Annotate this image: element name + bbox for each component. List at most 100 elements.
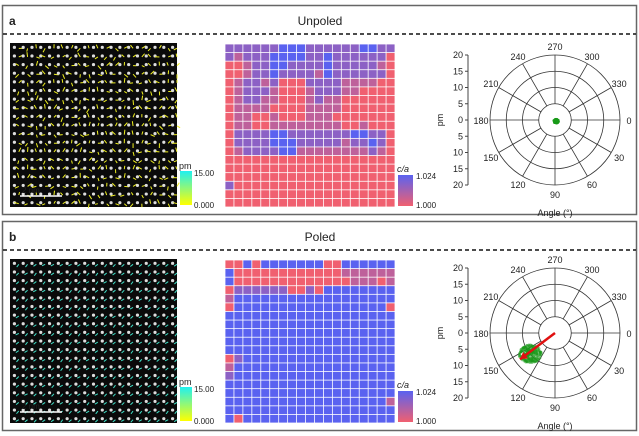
heatmap-cell: [386, 147, 395, 156]
atom-column: [109, 132, 113, 136]
polarization-vector: [164, 419, 169, 422]
heatmap-cell: [234, 286, 243, 294]
heatmap-cell: [332, 52, 341, 61]
polarization-vector: [104, 289, 108, 294]
heatmap-cell: [332, 380, 341, 389]
atom-column: [83, 157, 87, 162]
polarization-vector: [158, 44, 162, 49]
atom-column: [162, 304, 166, 309]
heatmap-cell: [279, 147, 288, 156]
heatmap-cell: [234, 337, 243, 346]
atom-column: [162, 80, 166, 84]
polarization-vector: [50, 122, 55, 127]
atom-column: [144, 330, 148, 334]
atom-column: [153, 123, 157, 127]
atom-column: [171, 97, 175, 101]
polarization-vector: [132, 73, 137, 78]
polarization-vector: [167, 48, 171, 52]
heatmap-cell: [225, 363, 234, 372]
atom-column: [127, 80, 131, 84]
atom-column: [100, 123, 104, 127]
atom-column: [144, 62, 148, 67]
heatmap-cell: [386, 121, 395, 130]
polarization-vector: [50, 315, 55, 319]
heatmap-cell: [252, 354, 261, 363]
polarization-vector: [156, 376, 160, 380]
atom-column: [39, 183, 43, 188]
heatmap-cell: [270, 121, 279, 130]
heatmap-cell: [332, 286, 341, 294]
atom-column: [144, 45, 148, 49]
polarization-vector: [156, 289, 160, 293]
atom-column: [74, 270, 78, 274]
polarization-vector: [42, 281, 46, 285]
polarization-vector: [49, 158, 55, 161]
heatmap-cell: [323, 87, 332, 96]
polarization-vector: [147, 333, 151, 337]
atom-column: [21, 80, 25, 84]
polarization-vector: [112, 281, 116, 285]
heatmap-cell: [296, 294, 306, 303]
heatmap-cell: [261, 78, 270, 87]
polarization-vector: [130, 44, 134, 49]
atom-column: [12, 62, 16, 67]
atom-column: [100, 157, 104, 162]
polarization-vector: [51, 384, 55, 389]
heatmap-cell: [296, 52, 306, 61]
atom-column: [171, 399, 175, 404]
atom-column: [109, 175, 113, 179]
atom-column: [30, 192, 34, 196]
polarization-vector: [60, 44, 64, 49]
atom-column: [83, 278, 87, 283]
atom-column: [83, 330, 87, 334]
atom-column: [74, 278, 78, 283]
heatmap-cell: [225, 260, 234, 269]
atom-column: [83, 192, 87, 196]
heatmap-cell: [243, 61, 252, 70]
atom-column: [162, 45, 166, 49]
atom-column: [100, 140, 104, 144]
polarization-vector: [88, 140, 91, 144]
atom-column: [74, 192, 78, 196]
atom-column: [21, 313, 25, 317]
atom-column: [171, 408, 175, 412]
atom-column: [127, 348, 131, 352]
atom-column: [30, 157, 34, 162]
angle-tick-label: 90: [550, 403, 560, 413]
polarization-vector: [94, 289, 99, 293]
polarization-vector: [138, 272, 143, 276]
atom-column: [39, 140, 43, 144]
atom-column: [109, 296, 113, 300]
polarization-vector: [86, 272, 90, 276]
polar-spoke: [562, 276, 588, 320]
atom-column: [12, 348, 16, 352]
heatmap-cell: [225, 277, 234, 286]
atom-column: [83, 123, 87, 127]
radial-tick-label: 20: [453, 180, 463, 190]
polarization-vector: [24, 419, 28, 423]
panel-border: [1, 4, 638, 216]
heatmap-cell: [386, 173, 395, 181]
heatmap-cell: [323, 303, 332, 312]
polarization-vector: [173, 202, 178, 205]
atom-column: [100, 270, 104, 274]
heatmap-cell: [252, 173, 261, 181]
heatmap-cell: [252, 363, 261, 372]
atom-column: [30, 106, 34, 110]
heatmap-cell: [296, 155, 306, 164]
atom-column: [91, 330, 96, 334]
atom-column: [30, 71, 34, 75]
atom-column: [65, 296, 69, 300]
polarization-vector: [141, 71, 145, 75]
polarization-vector: [50, 307, 55, 310]
polarization-vector: [94, 332, 99, 337]
polarization-vector: [53, 114, 57, 118]
polarization-vector: [18, 147, 22, 153]
atom-column: [135, 382, 140, 386]
atom-column: [39, 114, 43, 118]
heatmap-cell: [296, 380, 306, 389]
polarization-vector: [62, 54, 66, 58]
heatmap-cell: [288, 155, 297, 164]
heatmap-cell: [270, 87, 279, 96]
atom-column: [83, 261, 87, 265]
